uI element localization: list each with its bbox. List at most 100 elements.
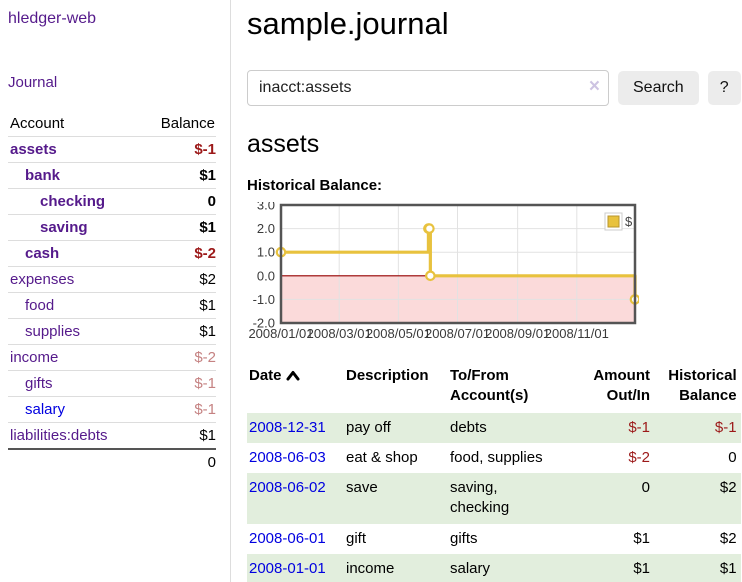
x-tick-label: 2008/11/01	[545, 326, 609, 341]
plot-border	[279, 203, 637, 325]
accounts-col-balance: Balance	[160, 115, 215, 132]
account-link-cash[interactable]: cash	[25, 245, 60, 262]
app-brand-link[interactable]: hledger-web	[8, 10, 97, 27]
transaction-accounts: gifts	[450, 529, 478, 547]
accounts-header-row: Account Balance	[8, 111, 216, 137]
account-balance: $-1	[194, 401, 216, 418]
y-tick-label: -2.0	[253, 316, 275, 331]
sidebar-item-journal[interactable]: Journal	[8, 74, 58, 91]
account-balance: $1	[199, 167, 216, 184]
account-row: saving $1	[8, 214, 216, 241]
caret-up-icon	[286, 368, 300, 385]
y-tick-label: 2.0	[257, 221, 275, 236]
x-tick-label: 2008/01/01	[248, 326, 313, 341]
account-row: cash $-2	[8, 240, 216, 267]
account-link-bank[interactable]: bank	[25, 167, 61, 184]
transaction-balance: $1	[719, 559, 737, 577]
account-link-income[interactable]: income	[10, 349, 59, 366]
transaction-date-link[interactable]: 2008-12-31	[249, 418, 326, 436]
transaction-description: save	[346, 479, 378, 496]
clear-search-icon[interactable]: ×	[588, 76, 600, 97]
transaction-row: 2008-12-31 pay off debts $-1 $-1	[247, 412, 741, 443]
historical-balance-chart: $3.0 2.0 1.0 0.0 -1.0 -2.0 2008/01/01 2008/03/0…	[247, 202, 639, 344]
col-date-sort[interactable]: Date	[247, 364, 344, 413]
transaction-description: eat & shop	[346, 448, 418, 466]
transaction-accounts: food, supplies	[450, 448, 543, 466]
account-row: checking 0	[8, 188, 216, 215]
search-input[interactable]	[247, 70, 609, 106]
col-amount: Amount Out/In	[593, 367, 650, 405]
transaction-description: pay off	[346, 418, 391, 436]
account-row: supplies $1	[8, 318, 216, 345]
accounts-table: Account Balance assets $-1 bank $1 checking 0…	[8, 111, 216, 475]
transaction-row: 2008-06-01 gift gifts $1 $2	[247, 524, 741, 554]
account-link-salary[interactable]: salary	[25, 401, 66, 418]
help-button[interactable]: ?	[707, 71, 741, 105]
search-button[interactable]: Search	[618, 71, 699, 105]
x-tick-label: 2008/07/01	[425, 326, 490, 341]
account-balance: $-2	[194, 245, 216, 262]
account-balance: $-1	[194, 141, 216, 158]
transaction-amount: 0	[641, 479, 650, 496]
account-balance: $1	[199, 297, 216, 314]
transaction-date-link[interactable]: 2008-01-01	[249, 559, 326, 577]
transaction-balance: $-1	[714, 418, 737, 436]
data-point-marker	[424, 223, 435, 234]
account-link-saving[interactable]: saving	[40, 219, 88, 236]
chart-title: Historical Balance:	[247, 177, 383, 194]
accounts-body: assets $-1 bank $1 checking 0 saving $1 cash $-2 e…	[8, 136, 216, 476]
y-tick-label: 0.0	[257, 268, 275, 283]
y-tick-label: 1.0	[257, 245, 275, 260]
chart-svg: $3.0 2.0 1.0 0.0 -1.0 -2.02008/01/012008/03/0…	[248, 202, 639, 341]
legend-label: $	[625, 214, 633, 229]
col-balance: Historical Balance	[668, 367, 737, 405]
account-balance: $2	[199, 271, 216, 288]
search-form: × Search ?	[247, 70, 741, 106]
account-link-gifts[interactable]: gifts	[25, 375, 53, 392]
account-balance: $1	[199, 427, 216, 444]
accounts-total-row: 0	[8, 449, 216, 475]
transaction-accounts: saving, checking	[450, 479, 510, 517]
page-title: sample.journal	[247, 6, 449, 41]
transaction-row: 2008-06-02 save saving, checking 0 $2	[247, 473, 741, 524]
transaction-description: gift	[346, 529, 367, 547]
col-accounts: To/From Account(s)	[450, 367, 529, 405]
accounts-total-value: 0	[207, 454, 216, 471]
transaction-row: 2008-06-03 eat & shop food, supplies $-2 0	[247, 443, 741, 473]
account-row: expenses $2	[8, 266, 216, 293]
account-link-liabilities-debts[interactable]: liabilities:debts	[10, 427, 108, 444]
account-heading: assets	[247, 130, 320, 158]
account-row: income $-2	[8, 344, 216, 371]
search-box: ×	[247, 70, 609, 106]
x-tick-label: 2008/03/01	[307, 326, 372, 341]
account-row: food $1	[8, 292, 216, 319]
transaction-accounts: debts	[450, 418, 487, 436]
transaction-date-link[interactable]: 2008-06-02	[249, 479, 326, 496]
transaction-balance: $2	[719, 479, 737, 496]
account-link-checking[interactable]: checking	[40, 193, 106, 210]
y-tick-label: -1.0	[253, 292, 275, 307]
register-table: Date Description To/From Account(s) Amou…	[247, 364, 741, 582]
col-description: Description	[346, 367, 429, 384]
data-point-marker	[425, 270, 436, 282]
x-tick-label: 2008/05/01	[366, 326, 431, 341]
account-balance: $1	[199, 219, 216, 236]
account-balance: 0	[207, 193, 216, 210]
sidebar: hledger-web Journal Account Balance asse…	[0, 0, 231, 582]
account-balance: $-1	[194, 375, 216, 392]
legend-swatch	[607, 215, 620, 228]
account-link-food[interactable]: food	[25, 297, 55, 314]
transaction-description: income	[346, 559, 395, 577]
account-row: gifts $-1	[8, 370, 216, 397]
transaction-amount: $1	[633, 529, 650, 547]
transaction-date-link[interactable]: 2008-06-03	[249, 448, 326, 466]
transaction-amount: $-2	[628, 448, 650, 466]
spacer	[8, 449, 140, 475]
register-header-row: Date Description To/From Account(s) Amou…	[247, 364, 741, 413]
transaction-amount: $-1	[628, 418, 650, 436]
account-link-assets[interactable]: assets	[10, 141, 57, 158]
transaction-date-link[interactable]: 2008-06-01	[249, 529, 326, 547]
account-link-supplies[interactable]: supplies	[25, 323, 81, 340]
account-link-expenses[interactable]: expenses	[10, 271, 75, 288]
